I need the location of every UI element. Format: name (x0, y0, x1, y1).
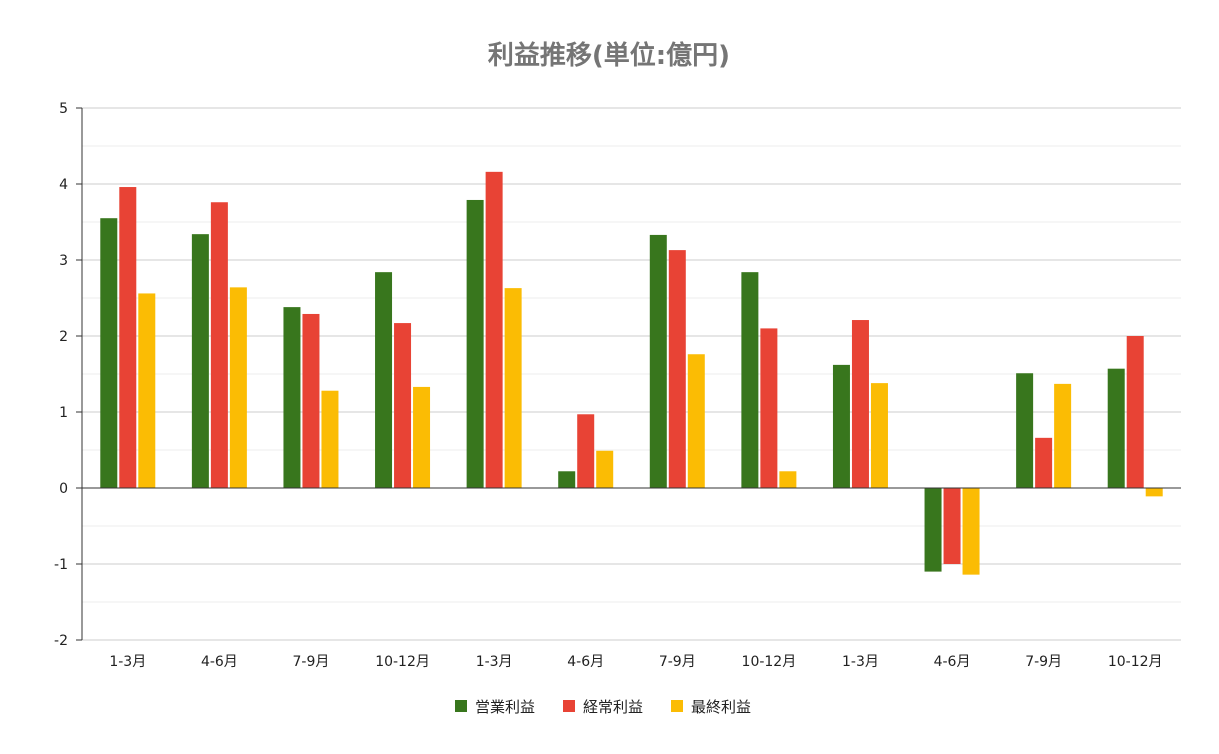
bar (466, 199, 484, 488)
bar (596, 450, 614, 488)
legend: 営業利益 経常利益 最終利益 (455, 698, 751, 716)
bar (1107, 368, 1125, 488)
y-tick-label: -2 (54, 633, 68, 649)
bar (375, 272, 393, 488)
bar (962, 488, 980, 575)
bar (394, 323, 412, 488)
x-tick-label: 10-12月 (742, 654, 797, 670)
legend-swatch (455, 700, 467, 712)
bar (229, 287, 247, 488)
x-tick-label: 7-9月 (293, 654, 330, 670)
bar (649, 234, 667, 488)
x-tick-label: 4-6月 (934, 654, 971, 670)
bar (283, 307, 301, 488)
x-tick-label: 4-6月 (567, 654, 604, 670)
bar (924, 488, 942, 572)
y-tick-label: 2 (59, 329, 68, 345)
x-tick-label: 4-6月 (201, 654, 238, 670)
bar (779, 471, 797, 488)
bar (210, 202, 228, 489)
bar (302, 313, 320, 488)
bar (504, 288, 522, 488)
y-tick-label: 3 (59, 253, 68, 269)
bar (485, 171, 503, 488)
bar (577, 414, 595, 488)
bar (943, 488, 961, 564)
bar (1126, 336, 1144, 488)
legend-label: 最終利益 (691, 698, 751, 716)
x-tick-label: 10-12月 (1108, 654, 1163, 670)
x-tick-label: 1-3月 (109, 654, 146, 670)
x-tick-label: 1-3月 (842, 654, 879, 670)
y-tick-label: -1 (54, 557, 68, 573)
legend-swatch (563, 700, 575, 712)
bar (558, 471, 576, 488)
bar (760, 328, 778, 488)
bar (1016, 373, 1034, 488)
y-tick-label: 4 (59, 177, 68, 193)
bar (1035, 437, 1053, 488)
x-tick-label: 7-9月 (1025, 654, 1062, 670)
legend-swatch (671, 700, 683, 712)
bar (413, 386, 431, 488)
x-tick-label: 7-9月 (659, 654, 696, 670)
bar (321, 390, 339, 488)
y-tick-label: 0 (59, 481, 68, 497)
bar (119, 187, 137, 489)
y-tick-label: 5 (59, 101, 68, 117)
bar (668, 250, 686, 488)
bar (832, 364, 850, 488)
bar (100, 218, 118, 488)
legend-label: 営業利益 (475, 698, 535, 716)
bar (687, 354, 705, 488)
bar (191, 234, 209, 488)
y-tick-label: 1 (59, 405, 68, 421)
x-tick-label: 10-12月 (375, 654, 430, 670)
bar (1145, 488, 1163, 497)
bar (851, 320, 869, 488)
bar (138, 293, 156, 488)
x-tick-label: 1-3月 (476, 654, 513, 670)
legend-label: 経常利益 (583, 698, 643, 716)
bar (870, 383, 888, 488)
bar (741, 272, 759, 488)
bar-layer (82, 171, 1181, 575)
grid-layer (82, 107, 1181, 641)
bar (1054, 383, 1072, 488)
axis-layer: 5 4 3 2 1 0 -1 -2 1-3月 4-6月 7-9月 10-12月 1-3月 4-6月 7-9月… (54, 101, 1163, 670)
chart-title: 利益推移(単位:億円) (488, 40, 730, 71)
